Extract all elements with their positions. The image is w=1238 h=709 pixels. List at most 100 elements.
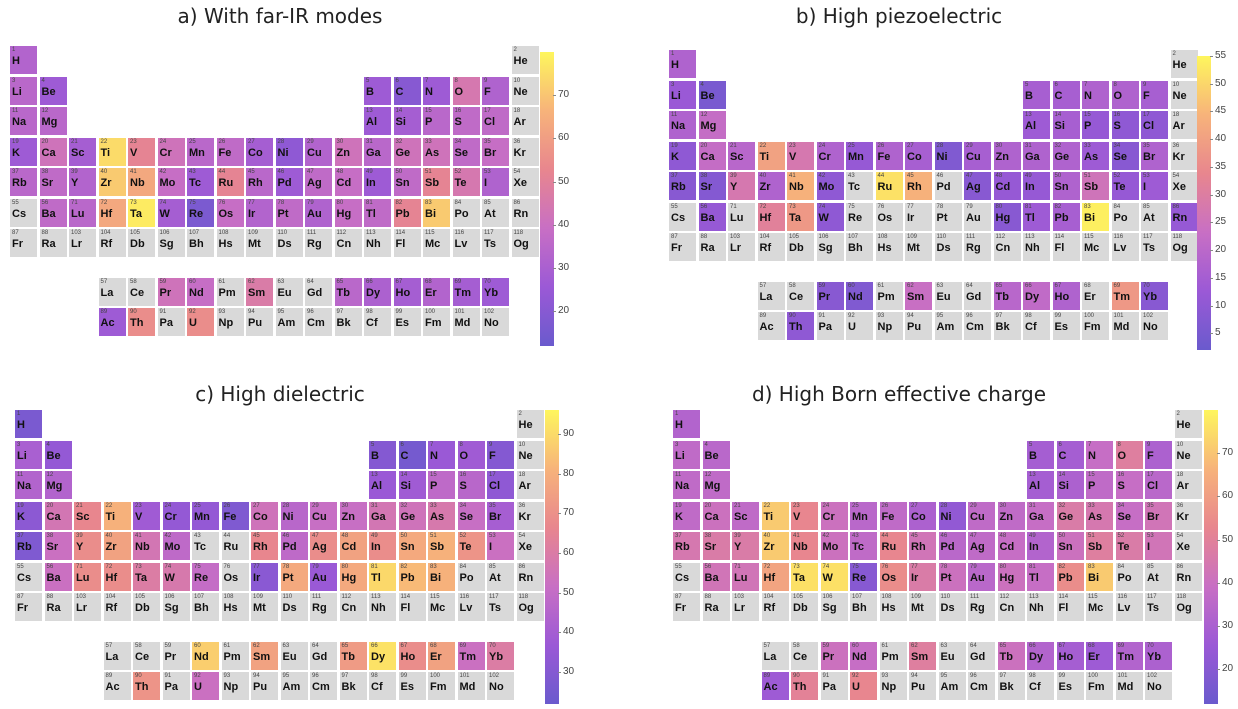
- element-cell-po: 84 Po: [1111, 202, 1139, 231]
- atomic-number: 3: [675, 441, 679, 448]
- element-symbol: Hg: [999, 571, 1015, 584]
- element-cell-lr: 103 Lr: [728, 233, 755, 261]
- atomic-number: 70: [489, 642, 496, 649]
- atomic-number: 65: [341, 642, 349, 649]
- element-symbol: Sc: [730, 150, 744, 163]
- atomic-number: 53: [489, 533, 496, 539]
- atomic-number: 94: [911, 673, 918, 680]
- atomic-number: 113: [1029, 594, 1039, 600]
- atomic-number: 109: [253, 594, 264, 600]
- atomic-number: 72: [105, 563, 113, 570]
- atomic-number: 65: [336, 278, 344, 285]
- element-cell-mt: 109 Mt: [909, 593, 936, 621]
- element-symbol: Pb: [400, 571, 415, 584]
- element-symbol: Tl: [371, 571, 381, 584]
- element-cell-ir: 77 Ir: [909, 562, 936, 591]
- atomic-number: 28: [277, 138, 285, 145]
- element-symbol: At: [484, 207, 496, 220]
- atomic-number: 118: [513, 230, 524, 236]
- element-cell-ac: 89 Ac: [103, 672, 131, 701]
- element-symbol: At: [1147, 571, 1159, 584]
- element-symbol: Po: [1117, 571, 1132, 584]
- atomic-number: 85: [484, 199, 491, 206]
- atomic-number: 31: [366, 138, 373, 145]
- element-symbol: La: [763, 650, 777, 663]
- element-symbol: Cl: [489, 480, 500, 492]
- atomic-number: 26: [218, 138, 226, 145]
- atomic-number: 37: [17, 533, 24, 539]
- element-symbol: Hs: [877, 242, 892, 254]
- atomic-number: 68: [425, 278, 432, 285]
- element-symbol: Pb: [1054, 211, 1069, 224]
- atomic-number: 26: [223, 502, 231, 509]
- atomic-number: 19: [17, 502, 24, 509]
- element-symbol: Ta: [130, 207, 143, 220]
- element-symbol: Am: [277, 317, 296, 330]
- colorbar-tick: 40: [557, 626, 575, 638]
- element-cell-hf: 72 Hf: [761, 562, 789, 591]
- atomic-number: 45: [248, 169, 255, 175]
- element-symbol: Tb: [336, 286, 350, 299]
- atomic-number: 116: [1113, 234, 1124, 240]
- element-cell-gd: 64 Gd: [310, 641, 337, 670]
- element-cell-er: 68 Er: [423, 277, 450, 306]
- colorbar-tick: 30: [1209, 188, 1227, 200]
- element-symbol: Pd: [277, 177, 292, 189]
- element-symbol: Cr: [164, 510, 177, 523]
- element-cell-ra: 88 Ra: [698, 233, 726, 261]
- element-cell-ge: 32 Ge: [398, 501, 426, 530]
- element-symbol: Mo: [164, 541, 181, 553]
- element-cell-tc: 43 Tc: [850, 532, 877, 560]
- atomic-number: 22: [100, 138, 108, 145]
- element-cell-sr: 38 Sr: [39, 168, 67, 196]
- element-symbol: Cn: [995, 242, 1011, 254]
- atomic-number: 58: [793, 642, 800, 649]
- element-cell-db: 105 Db: [787, 233, 814, 261]
- atomic-number: 48: [995, 173, 1003, 179]
- atomic-number: 18: [1172, 112, 1180, 118]
- element-cell-as: 33 As: [1082, 141, 1109, 170]
- element-symbol: He: [1172, 59, 1187, 71]
- element-cell-mn: 25 Mn: [187, 137, 214, 166]
- atomic-number: 19: [671, 142, 678, 149]
- element-symbol: Mt: [248, 238, 261, 250]
- atomic-number: 93: [218, 309, 226, 316]
- element-cell-al: 13 Al: [1027, 471, 1054, 499]
- element-symbol: Cu: [966, 150, 981, 163]
- atomic-number: 102: [489, 673, 500, 680]
- element-cell-cl: 17 Cl: [1141, 111, 1168, 139]
- element-symbol: Hf: [759, 211, 772, 224]
- atomic-number: 81: [1029, 563, 1036, 570]
- element-symbol: Rf: [759, 242, 772, 254]
- colorbar-tick: 90: [557, 427, 575, 439]
- element-cell-ni: 28 Ni: [934, 141, 962, 170]
- element-symbol: Pm: [218, 286, 236, 299]
- element-symbol: K: [12, 146, 20, 159]
- atomic-number: 41: [789, 173, 796, 179]
- element-cell-pt: 78 Pt: [938, 562, 966, 591]
- panel-title: a) With far-IR modes: [177, 4, 383, 28]
- element-symbol: Dy: [371, 650, 386, 663]
- atomic-number: 12: [41, 108, 49, 114]
- element-symbol: Nb: [793, 541, 808, 553]
- element-symbol: Mc: [430, 602, 446, 614]
- element-symbol: As: [1084, 150, 1099, 163]
- element-cell-zn: 30 Zn: [997, 501, 1025, 530]
- element-cell-w: 74 W: [157, 198, 185, 227]
- element-symbol: Re: [852, 571, 867, 584]
- atomic-number: 28: [936, 142, 944, 149]
- atomic-number: 52: [459, 533, 467, 539]
- element-cell-th: 90 Th: [133, 672, 160, 701]
- element-symbol: Sn: [395, 177, 410, 189]
- atomic-number: 78: [940, 563, 948, 570]
- element-cell-er: 68 Er: [1086, 641, 1113, 670]
- atomic-number: 84: [1113, 203, 1121, 210]
- element-cell-v: 23 V: [791, 501, 818, 530]
- element-cell-nb: 41 Nb: [791, 532, 818, 560]
- element-symbol: Rn: [1172, 211, 1188, 224]
- element-symbol: Bk: [336, 317, 351, 330]
- element-symbol: Lu: [730, 211, 744, 224]
- atomic-number: 81: [371, 563, 378, 570]
